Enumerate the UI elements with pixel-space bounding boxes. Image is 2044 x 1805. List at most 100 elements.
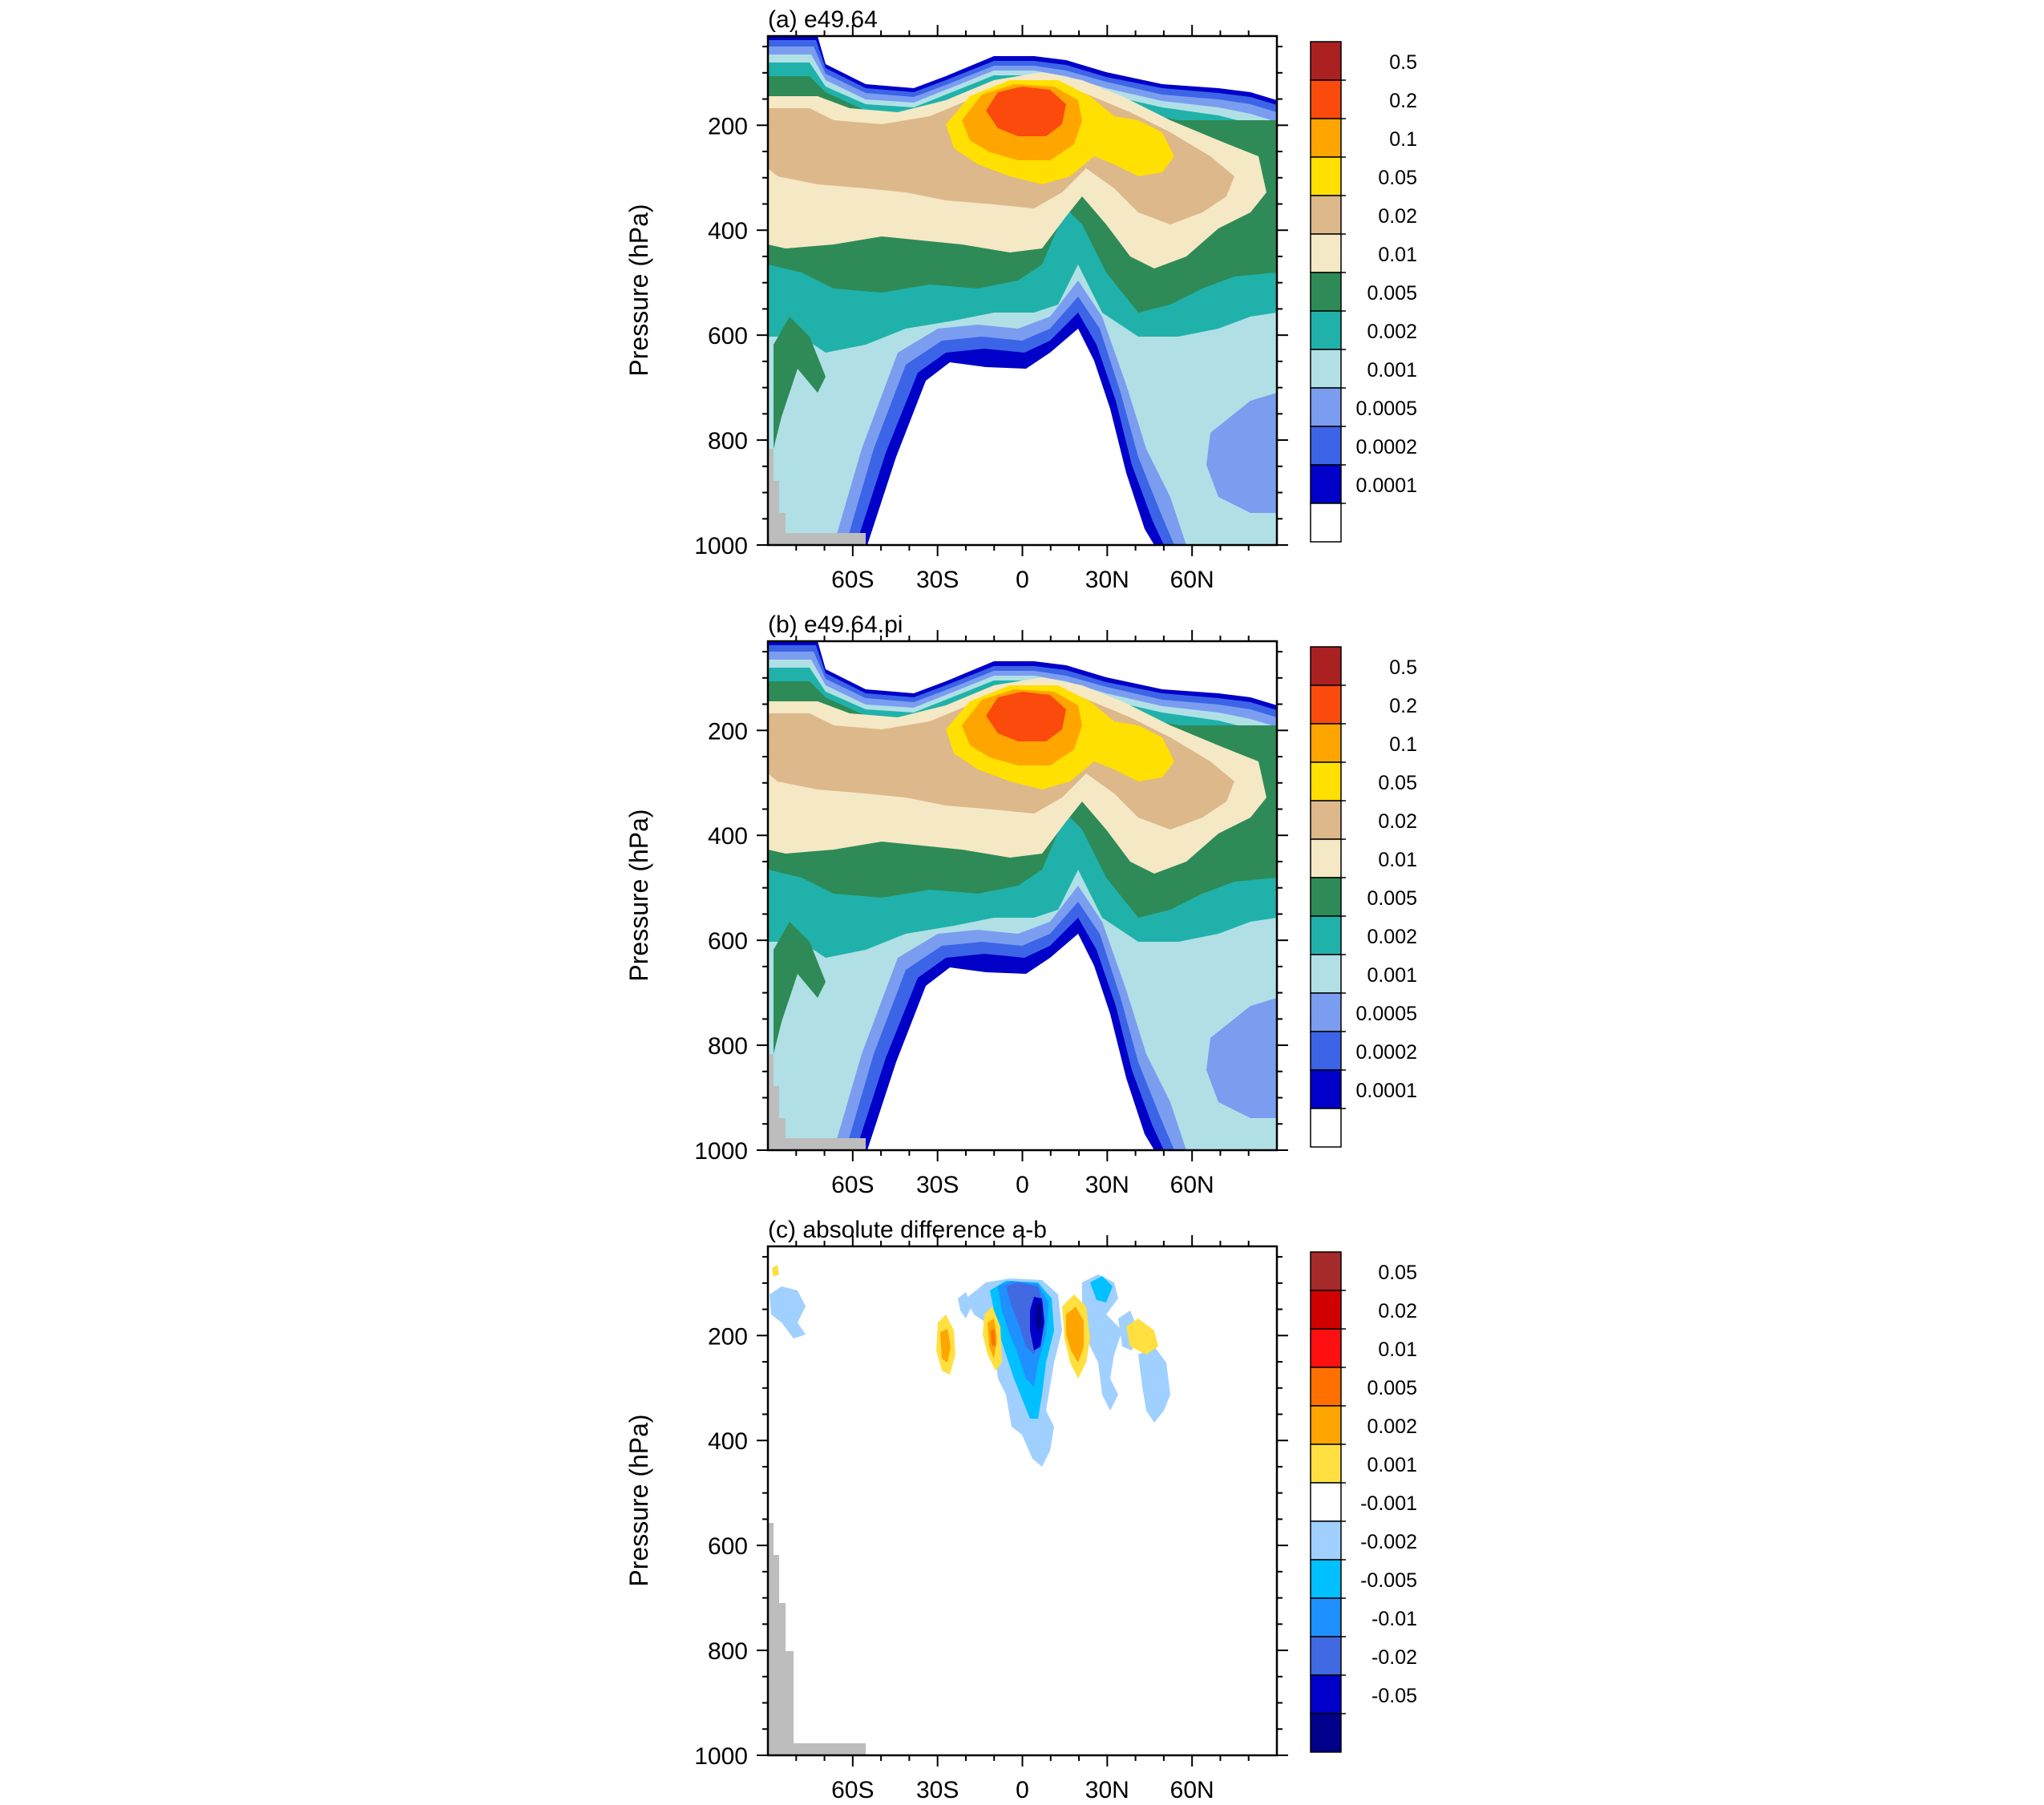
colorbar-swatch: [1310, 877, 1342, 917]
colorbar-label: 0.5: [1389, 51, 1417, 74]
y-tick-label: 600: [708, 1533, 748, 1560]
colorbar-label: 0.05: [1378, 772, 1417, 794]
colorbar-label: 0.1: [1389, 128, 1417, 151]
colorbar-label: -0.001: [1360, 1492, 1417, 1515]
c-neg-0002-nh: [1090, 1276, 1113, 1302]
colorbar-label: 0.005: [1367, 282, 1417, 305]
panel-c-ylabel: Pressure (hPa): [624, 1414, 653, 1586]
x-tick-label: 60N: [1170, 567, 1214, 593]
y-tick-label: 200: [708, 1323, 748, 1350]
x-tick-label: 30S: [916, 1172, 959, 1198]
y-tick-label: 800: [708, 428, 748, 454]
y-tick-label: 200: [708, 113, 748, 139]
colorbar-swatch: [1310, 1674, 1342, 1714]
colorbar-label: 0.005: [1367, 1377, 1417, 1399]
colorbar-label: 0.02: [1378, 1300, 1417, 1322]
x-tick-label: 30S: [916, 1777, 959, 1803]
y-tick-label: 1000: [694, 1138, 748, 1165]
colorbar-swatch: [1310, 1636, 1342, 1676]
colorbar-swatch: [1310, 1290, 1342, 1330]
colorbar-label: 0.002: [1367, 1415, 1417, 1438]
colorbar-swatch: [1310, 503, 1342, 543]
colorbar-swatch: [1310, 310, 1342, 350]
colorbar-label: 0.01: [1378, 849, 1417, 871]
colorbar-label: 0.002: [1367, 321, 1417, 343]
colorbar-label: 0.002: [1367, 926, 1417, 948]
a-nh-0005-blob: [1206, 393, 1277, 513]
colorbar-label: 0.0002: [1356, 1041, 1417, 1064]
panel-c-yaxis: 200 400 600 800 1000: [694, 1256, 1288, 1770]
colorbar-label: 0.01: [1378, 244, 1417, 266]
colorbar-swatch: [1310, 156, 1342, 196]
colorbar-label: 0.0002: [1356, 436, 1417, 458]
c-pos-0002-far: [1126, 1318, 1158, 1355]
c-pos-0002-tiny: [772, 1265, 779, 1277]
y-tick-label: 400: [708, 1428, 748, 1455]
panel-c-title: (c) absolute difference a-b: [768, 1217, 1047, 1243]
colorbar-swatch: [1310, 1108, 1342, 1148]
panel-a-field: [768, 36, 1277, 545]
panel-b: (b) e49.64.pi: [624, 612, 1417, 1198]
y-tick-label: 400: [708, 823, 748, 850]
panel-b-colorbar: 0.5 0.2 0.1 0.05 0.02 0.01 0.005 0.002 0.001 0.00…: [1310, 646, 1417, 1148]
colorbar-label: 0.1: [1389, 733, 1417, 756]
x-tick-label: 30N: [1085, 1777, 1129, 1803]
panel-c-xaxis: 60S 30S 0 30N 60N: [795, 1235, 1250, 1803]
a-topography: [768, 449, 866, 545]
colorbar-label: 0.0001: [1356, 1080, 1417, 1102]
panel-a-yaxis: 200 400 600 800 1000: [694, 46, 1288, 559]
colorbar-swatch: [1310, 233, 1342, 273]
colorbar-label: 0.02: [1378, 205, 1417, 228]
colorbar-swatch: [1310, 1251, 1342, 1291]
colorbar-swatch: [1310, 1597, 1342, 1637]
colorbar-label: 0.0005: [1356, 398, 1417, 420]
colorbar-swatch: [1310, 723, 1342, 763]
colorbar-label: 0.2: [1389, 90, 1417, 112]
x-tick-label: 30N: [1085, 567, 1129, 593]
a-below-0001: [867, 329, 1154, 545]
colorbar-label: 0.05: [1378, 167, 1417, 189]
y-tick-label: 800: [708, 1033, 748, 1060]
colorbar-label: 0.0005: [1356, 1003, 1417, 1025]
colorbar-label: 0.01: [1378, 1339, 1417, 1361]
x-tick-label: 0: [1016, 1777, 1029, 1803]
c-neg-005: [1035, 1302, 1042, 1331]
y-tick-label: 1000: [694, 1743, 748, 1770]
colorbar-swatch: [1310, 646, 1342, 686]
c-neg-0001-w: [958, 1292, 972, 1318]
colorbar-label: 0.05: [1378, 1262, 1417, 1284]
a-sh-green-sliver: [774, 317, 826, 449]
colorbar-label: 0.005: [1367, 887, 1417, 910]
colorbar-swatch: [1310, 118, 1342, 158]
y-tick-label: 800: [708, 1638, 748, 1665]
colorbar-label: -0.005: [1360, 1569, 1417, 1592]
colorbar-swatch: [1310, 954, 1342, 994]
colorbar-swatch: [1310, 272, 1342, 312]
panel-a-colorbar: 0.5 0.2 0.1 0.05 0.02 0.01 0.005 0.002 0.001 0.00…: [1310, 41, 1417, 543]
colorbar-swatch: [1310, 684, 1342, 725]
x-tick-label: 60N: [1170, 1777, 1214, 1803]
colorbar-label: -0.02: [1371, 1646, 1417, 1669]
colorbar-label: 0.5: [1389, 656, 1417, 679]
panel-a-title: (a) e49.64: [768, 6, 878, 33]
c-pos-0005-right: [1066, 1306, 1084, 1363]
x-tick-label: 0: [1016, 1172, 1029, 1198]
colorbar-label: 0.001: [1367, 359, 1417, 382]
x-tick-label: 30N: [1085, 1172, 1129, 1198]
y-tick-label: 600: [708, 928, 748, 955]
colorbar-swatch: [1310, 1520, 1342, 1561]
c-neg-0001-nh: [1082, 1274, 1122, 1411]
colorbar-swatch: [1310, 387, 1342, 427]
panel-b-yaxis: 200 400 600 800 1000: [694, 651, 1288, 1165]
colorbar-label: 0.0001: [1356, 474, 1417, 497]
y-tick-label: 400: [708, 218, 748, 244]
y-tick-label: 1000: [694, 533, 748, 559]
x-tick-label: 60S: [831, 567, 874, 593]
colorbar-swatch: [1310, 800, 1342, 840]
colorbar-label: 0.2: [1389, 695, 1417, 717]
x-tick-label: 30S: [916, 567, 959, 593]
colorbar-swatch: [1310, 426, 1342, 466]
x-tick-label: 60N: [1170, 1172, 1214, 1198]
colorbar-label: 0.001: [1367, 1454, 1417, 1476]
